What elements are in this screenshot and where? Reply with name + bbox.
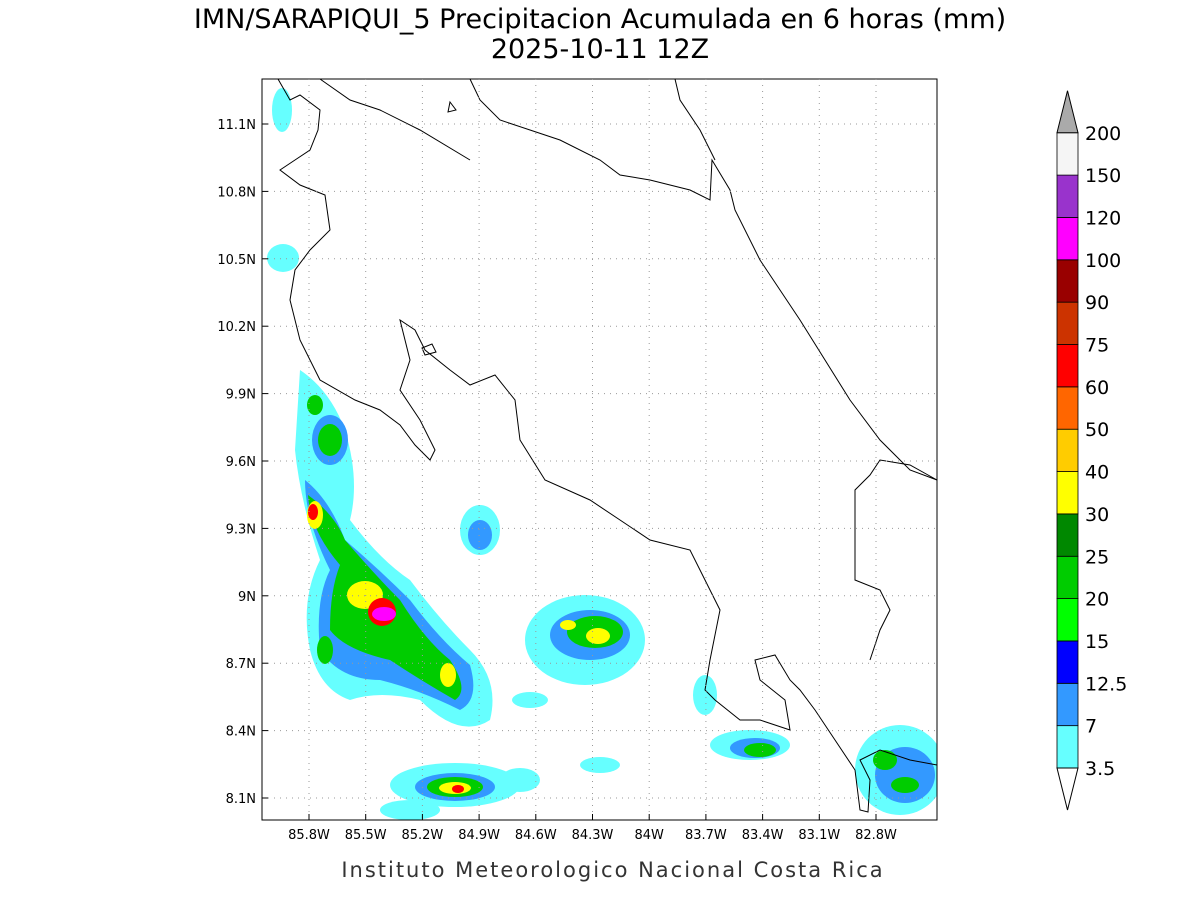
colorbar-label: 90 (1085, 292, 1109, 314)
lon-label: 84.3W (572, 828, 614, 843)
lon-label: 83.1W (798, 828, 840, 843)
colorbar-segment (1056, 471, 1079, 515)
rain-green (307, 395, 919, 797)
colorbar: 3.5 7 12.5 15 20 25 30 40 50 60 75 90 100 120 150 200 (1056, 90, 1127, 811)
lon-label: 85.5W (345, 828, 387, 843)
title: IMN/SARAPIQUI_5 Precipitacion Acumulada … (194, 4, 1006, 35)
colorbar-under (1056, 767, 1079, 811)
colorbar-segment (1056, 174, 1079, 218)
colorbar-segment (1056, 598, 1079, 642)
colorbar-segment (1056, 513, 1079, 557)
footer: Instituto Meteorologico Nacional Costa R… (341, 858, 884, 882)
lat-label: 8.4N (226, 725, 256, 740)
colorbar-segment (1056, 259, 1079, 303)
lat-label: 9.6N (226, 455, 256, 470)
lon-label: 84.6W (515, 828, 557, 843)
colorbar-segment (1056, 132, 1079, 176)
subtitle: 2025-10-11 12Z (491, 34, 709, 65)
colorbar-label: 150 (1085, 165, 1121, 187)
lon-label: 85.2W (401, 828, 443, 843)
lon-label: 83.7W (685, 828, 727, 843)
colorbar-label: 20 (1085, 589, 1109, 611)
lat-label: 10.5N (217, 253, 256, 268)
lon-label: 84W (634, 828, 664, 843)
lat-label: 8.1N (226, 792, 256, 807)
lat-label: 9.3N (226, 522, 256, 537)
lat-label: 9N (238, 590, 256, 605)
colorbar-label: 60 (1085, 377, 1109, 399)
lon-label: 83.4W (742, 828, 784, 843)
colorbar-label: 15 (1085, 631, 1109, 653)
colorbar-label: 7 (1085, 716, 1097, 738)
colorbar-label: 200 (1085, 123, 1121, 145)
colorbar-label: 120 (1085, 207, 1121, 229)
colorbar-segment (1056, 555, 1079, 599)
lat-label: 8.7N (226, 657, 256, 672)
colorbar-segment (1056, 301, 1079, 345)
colorbar-label: 3.5 (1085, 758, 1115, 780)
colorbar-label: 75 (1085, 335, 1109, 357)
colorbar-segment (1056, 217, 1079, 261)
rain-cyan (267, 88, 937, 820)
colorbar-segment (1056, 344, 1079, 388)
colorbar-segment (1056, 428, 1079, 472)
colorbar-label: 30 (1085, 504, 1109, 526)
colorbar-label: 100 (1085, 250, 1121, 272)
lat-label: 11.1N (217, 118, 256, 133)
colorbar-label: 25 (1085, 546, 1109, 568)
colorbar-segment (1056, 725, 1079, 769)
rain-yellow (307, 501, 610, 794)
colorbar-segment (1056, 682, 1079, 727)
coastline (277, 78, 938, 813)
colorbar-segment (1056, 386, 1079, 430)
colorbar-segment (1056, 640, 1079, 684)
colorbar-over (1056, 90, 1079, 134)
colorbar-label: 12.5 (1085, 673, 1127, 695)
lat-label: 10.8N (217, 185, 256, 200)
lat-label: 10.2N (217, 320, 256, 335)
colorbar-label: 50 (1085, 419, 1109, 441)
map-frame (261, 78, 938, 821)
lon-label: 82.8W (855, 828, 897, 843)
precip-field (267, 88, 937, 820)
colorbar-label: 40 (1085, 462, 1109, 484)
lon-label: 84.9W (458, 828, 500, 843)
map: 11.1N 10.8N 10.5N 10.2N 9.9N 9.6N 9.3N 9N 8.7N 8.… (217, 78, 938, 843)
rain-magenta (372, 607, 396, 621)
lat-label: 9.9N (226, 388, 256, 403)
lon-label: 85.8W (288, 828, 330, 843)
